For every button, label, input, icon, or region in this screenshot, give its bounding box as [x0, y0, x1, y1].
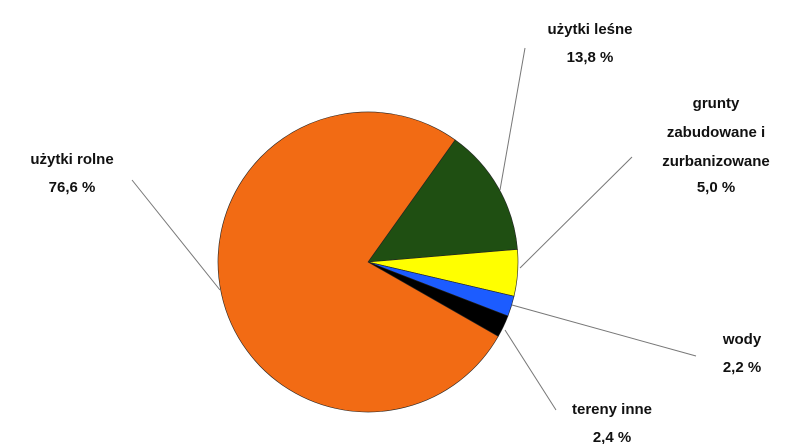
leader-line — [499, 47, 526, 191]
slice-label: użytki leśne — [547, 21, 632, 38]
slice-value-label: 5,0 % — [697, 179, 735, 196]
slice-value-label: 2,4 % — [593, 429, 631, 444]
leader-line — [519, 156, 633, 269]
slice-label: wody — [722, 331, 762, 348]
leader-line — [511, 304, 697, 357]
slice-value-label: 76,6 % — [49, 179, 96, 196]
label-line: zabudowane i — [667, 124, 765, 141]
slice-label: tereny inne — [572, 401, 652, 418]
pie-slice — [367, 139, 518, 263]
slice-value-label: 13,8 % — [567, 49, 614, 66]
label-line: zurbanizowane — [662, 153, 770, 170]
leader-line — [504, 329, 557, 411]
label-line: grunty — [693, 95, 740, 112]
leader-line — [131, 179, 221, 291]
slice-value-label: 2,2 % — [723, 359, 761, 376]
pie-slice — [217, 111, 499, 413]
slice-label: grunty zabudowane i zurbanizowane — [662, 95, 770, 170]
slice-label: użytki rolne — [30, 151, 113, 168]
